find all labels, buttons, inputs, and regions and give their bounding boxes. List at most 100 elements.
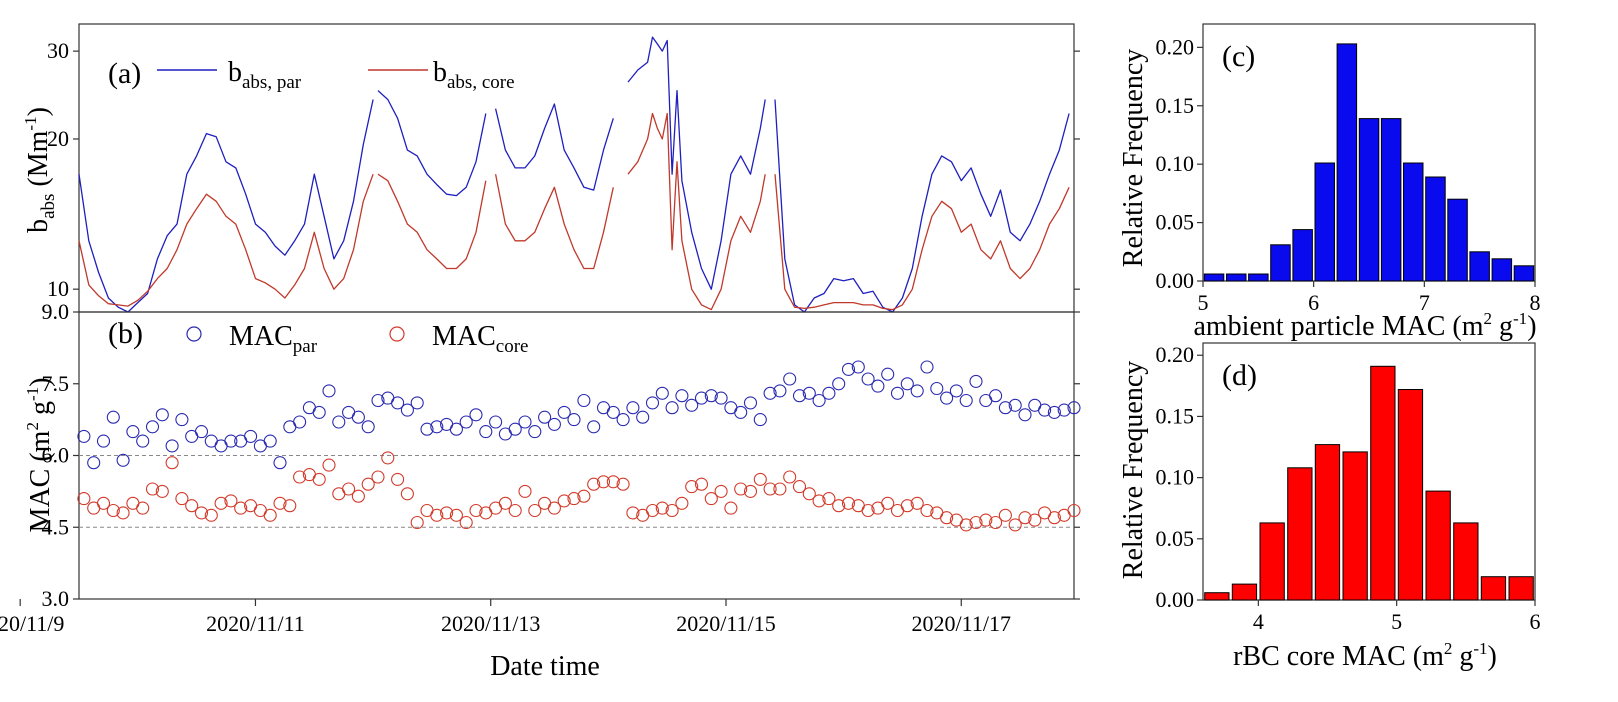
scatter-point-mac-par [616, 413, 630, 427]
scatter-point-mac-core [410, 515, 424, 530]
scatter-point-mac-core [910, 496, 924, 510]
panel-label-b: (b) [108, 317, 143, 350]
scatter-point-mac-par [812, 393, 826, 408]
histogram-bar-c [1336, 43, 1358, 282]
legend-label-core: babs, core [433, 57, 515, 93]
scatter-point-mac-par [704, 389, 718, 403]
scatter-point-mac-par [851, 360, 865, 374]
scatter-point-mac-core [293, 470, 307, 484]
histogram-bar-c [1314, 162, 1335, 282]
y-tick-label-b: 6.0 [42, 443, 70, 468]
histogram-bar-c [1226, 273, 1247, 282]
scatter-point-mac-par [351, 410, 365, 424]
scatter-point-mac-par [881, 367, 895, 381]
scatter-point-mac-par [940, 391, 954, 405]
y-tick-label-c: 0.05 [1156, 210, 1195, 235]
scatter-point-mac-core [145, 482, 160, 496]
plot-frame-d [1202, 342, 1536, 601]
scatter-point-mac-core [694, 477, 709, 491]
scatter-point-mac-core [381, 451, 395, 465]
scatter-point-mac-par [175, 413, 189, 427]
scatter-point-mac-core [518, 484, 532, 498]
scatter-point-mac-core [1028, 513, 1042, 527]
scatter-point-mac-core [665, 503, 679, 518]
scatter-point-mac-core [1018, 511, 1032, 525]
scatter-point-mac-core [283, 499, 297, 513]
scatter-point-mac-par [998, 401, 1012, 415]
scatter-point-mac-par [763, 386, 777, 400]
series-line-babs-core [774, 174, 1070, 311]
histogram-bar-d [1370, 365, 1396, 601]
scatter-point-mac-core [96, 496, 111, 510]
y-tick-label-b: 3.0 [42, 586, 70, 611]
y-tick-label-d: 0.10 [1156, 465, 1195, 490]
panel-b: (b) MAC (m2 g-1) Date time MACpar MACcor… [0, 311, 1081, 682]
scatter-point-mac-core [920, 503, 934, 518]
scatter-point-mac-core [675, 496, 689, 510]
y-tick-label-d: 0.20 [1156, 342, 1195, 367]
panel-label-c: (c) [1222, 40, 1255, 73]
scatter-point-mac-core [792, 480, 807, 494]
histogram-bar-c [1469, 251, 1490, 282]
scatter-point-mac-core [645, 503, 660, 518]
svg-text:babs (Mm-1): babs (Mm-1) [21, 107, 59, 233]
scatter-point-mac-par [606, 405, 620, 419]
y-tick-label-d: 0.05 [1156, 526, 1195, 551]
scatter-point-mac-core [234, 501, 248, 515]
scatter-point-mac-core [802, 487, 816, 501]
scatter-point-mac-par [224, 434, 238, 448]
scatter-point-mac-core [655, 501, 669, 515]
legend-b: MACpar MACcore [186, 321, 529, 357]
scatter-point-mac-par [1018, 408, 1032, 422]
scatter-point-mac-core [979, 513, 993, 527]
scatter-point-mac-core [822, 492, 836, 506]
scatter-point-mac-par [753, 413, 767, 427]
histogram-bar-c [1248, 273, 1269, 282]
histogram-bar-c [1270, 244, 1291, 282]
svg-text:MAC (m2 g-1): MAC (m2 g-1) [23, 378, 56, 533]
scatter-point-mac-par [508, 422, 522, 436]
scatter-point-mac-par [890, 386, 905, 400]
y-axis-title-a: babs (Mm-1) [21, 107, 59, 233]
y-tick-label-c: 0.10 [1156, 151, 1195, 176]
histogram-bar-d [1425, 490, 1451, 601]
scatter-point-mac-par [116, 453, 130, 467]
scatter-point-mac-core [194, 506, 209, 520]
panel-d: (d) Relative Frequency rBC core MAC (m2 … [1118, 342, 1541, 672]
scatter-point-mac-par [645, 396, 660, 410]
x-tick-label-c: 8 [1530, 290, 1541, 315]
series-line-babs-core [78, 173, 374, 307]
scatter-point-mac-par [126, 425, 140, 439]
histogram-bar-c [1403, 162, 1424, 282]
x-tick-label-d: 6 [1530, 609, 1541, 634]
scatter-point-mac-core [881, 496, 895, 510]
panel-c: (c) Relative Frequency ambient particle … [1118, 23, 1541, 342]
scatter-point-mac-par [636, 410, 650, 424]
y-axis-title-b: MAC (m2 g-1) [23, 378, 56, 533]
series-line-babs-par [377, 90, 487, 197]
x-tick-label-b: 2020/11/15 [676, 611, 775, 636]
scatter-point-mac-par [479, 425, 493, 439]
y-axis-title-c: Relative Frequency [1118, 49, 1149, 267]
scatter-point-mac-core [547, 501, 561, 515]
scatter-point-mac-par [469, 408, 483, 422]
series-line-babs-par [494, 103, 614, 191]
scatter-point-mac-core [459, 515, 473, 530]
scatter-point-mac-core [273, 496, 287, 510]
scatter-point-mac-par [930, 381, 944, 396]
scatter-point-mac-par [861, 372, 875, 386]
scatter-point-mac-core [685, 480, 699, 494]
scatter-point-mac-par [900, 377, 914, 391]
scatter-point-mac-core [498, 496, 512, 510]
scatter-point-mac-core [743, 484, 758, 498]
scatter-point-mac-par [312, 405, 326, 419]
scatter-point-mac-core [449, 508, 463, 522]
scatter-point-mac-core [734, 482, 748, 496]
scatter-point-mac-core [155, 484, 169, 498]
scatter-point-mac-core [753, 472, 767, 486]
scatter-point-mac-core [959, 518, 973, 532]
scatter-point-mac-par [1067, 401, 1081, 415]
scatter-point-mac-par [694, 391, 709, 405]
y-tick-label-c: 0.20 [1156, 34, 1195, 59]
